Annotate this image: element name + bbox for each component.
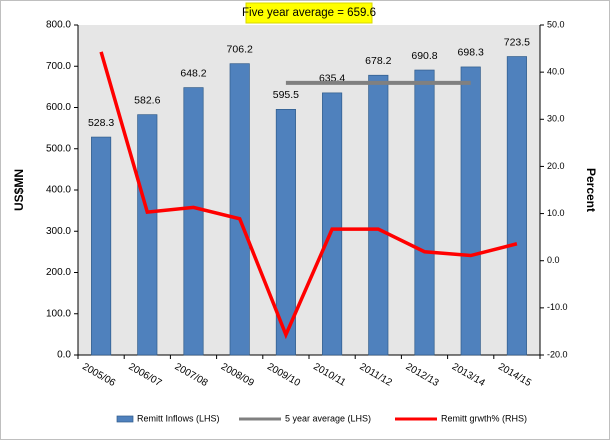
data-label: 595.5	[273, 89, 299, 101]
bar	[229, 63, 250, 356]
bar	[414, 69, 435, 356]
y2-tick-label: 40.0	[547, 67, 565, 77]
y2-tick-label: -10.0	[547, 302, 568, 312]
data-label: 678.2	[365, 55, 391, 67]
y-tick-label: 100.0	[46, 308, 71, 319]
bar	[91, 136, 112, 356]
y-tick-label: 0.0	[57, 350, 71, 361]
y2-tick-label: 0.0	[547, 255, 560, 265]
y2-axis-label: Percent	[584, 168, 598, 212]
annotation-box	[245, 2, 373, 24]
bar	[137, 114, 158, 356]
annotation-text: Five year average = 659.6	[242, 7, 376, 19]
y-axis-label: US$MN	[12, 169, 26, 211]
y-tick-label: 300.0	[46, 226, 71, 237]
data-label: 528.3	[88, 117, 114, 129]
bar	[183, 87, 204, 356]
y-tick-label: 700.0	[46, 61, 71, 72]
line	[99, 51, 518, 340]
data-label: 648.2	[180, 67, 206, 79]
data-label: 582.6	[134, 94, 160, 106]
y-tick-label: 600.0	[46, 102, 71, 113]
bar	[368, 74, 389, 356]
y2-tick-label: 50.0	[547, 19, 565, 29]
data-label: 690.8	[411, 50, 437, 62]
legend-label: 5 year average (LHS)	[285, 413, 371, 423]
legend-label: Remitt grwth% (RHS)	[441, 413, 527, 423]
y-tick-label: 500.0	[46, 143, 71, 154]
annotation: Five year average = 659.6	[242, 2, 376, 24]
bar	[275, 109, 296, 356]
y-tick-label: 400.0	[46, 185, 71, 196]
bar	[460, 66, 481, 356]
data-label: 706.2	[227, 43, 253, 55]
bar	[322, 92, 343, 356]
bar	[506, 56, 527, 356]
y-tick-label: 200.0	[46, 267, 71, 278]
y2-tick-label: 10.0	[547, 208, 565, 218]
y2-tick-label: 20.0	[547, 161, 565, 171]
y-tick-label: 800.0	[46, 20, 71, 31]
legend-label: Remitt Inflows (LHS)	[137, 413, 220, 423]
y2-tick-label: -20.0	[547, 349, 568, 359]
legend-swatch	[116, 415, 134, 423]
y2-tick-label: 30.0	[547, 114, 565, 124]
data-label: 723.5	[504, 36, 530, 48]
data-label: 698.3	[458, 47, 484, 59]
